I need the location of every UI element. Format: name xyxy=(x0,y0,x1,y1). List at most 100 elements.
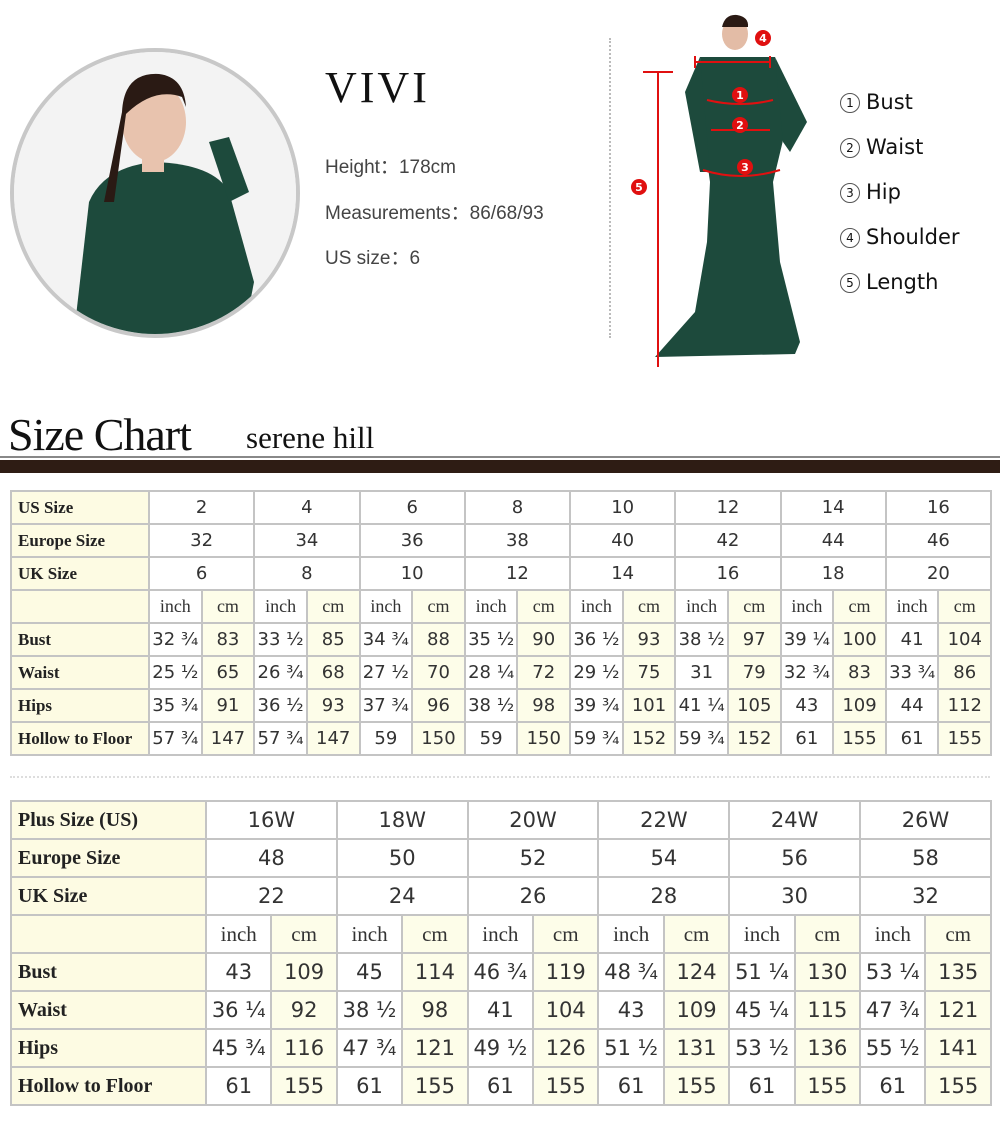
inch-cell: 31 xyxy=(674,655,729,690)
us-size-label: US size： xyxy=(325,248,410,269)
size-cell: 36 xyxy=(358,523,466,558)
cm-cell: 141 xyxy=(924,1028,992,1068)
unit-inch: inch xyxy=(358,589,414,624)
legend-number: 3 xyxy=(840,183,860,203)
size-cell: 6 xyxy=(147,556,256,591)
cm-cell: 90 xyxy=(516,622,572,657)
size-cell: 22 xyxy=(205,876,338,916)
inch-cell: 33 ¾ xyxy=(884,655,940,690)
cm-cell: 93 xyxy=(305,688,361,723)
unit-row: inch cm inch cm inch cm inch cm inch cm inch cm xyxy=(10,914,992,954)
inch-cell: 61 xyxy=(859,1066,927,1106)
legend-label: Length xyxy=(866,270,939,294)
inch-cell: 61 xyxy=(728,1066,796,1106)
cm-cell: 109 xyxy=(270,952,338,992)
svg-text:2: 2 xyxy=(736,119,744,132)
inch-cell: 47 ¾ xyxy=(335,1028,404,1068)
inch-cell: 55 ½ xyxy=(859,1028,927,1068)
cm-cell: 126 xyxy=(532,1028,600,1068)
inch-cell: 32 ¾ xyxy=(779,655,835,690)
inch-cell: 61 xyxy=(779,721,835,756)
cm-cell: 92 xyxy=(270,990,338,1030)
unit-cm: cm xyxy=(621,589,677,624)
size-cell: 24 xyxy=(335,876,469,916)
cm-cell: 130 xyxy=(793,952,862,992)
size-cell: 10 xyxy=(358,556,466,591)
cm-cell: 79 xyxy=(726,655,782,690)
unit-cm: cm xyxy=(401,914,469,954)
inch-cell: 33 ½ xyxy=(253,622,308,657)
inch-cell: 35 ½ xyxy=(463,622,519,657)
inch-cell: 46 ¾ xyxy=(466,952,535,992)
inch-cell: 35 ¾ xyxy=(148,688,203,723)
size-cell: 34 xyxy=(253,523,361,558)
unit-inch: inch xyxy=(204,914,273,954)
size-cell: 54 xyxy=(597,838,731,878)
cm-cell: 136 xyxy=(793,1028,862,1068)
inch-cell: 41 xyxy=(466,990,535,1030)
plus-size-table: Plus Size (US) 16W 18W 20W 22W 24W 26W Europe S… xyxy=(10,800,992,1106)
cm-cell: 131 xyxy=(662,1028,731,1068)
cm-cell: 75 xyxy=(621,655,677,690)
legend-item-bust: 1 Bust xyxy=(840,90,913,114)
height-value: 178cm xyxy=(398,157,456,178)
measure-row: Bust 32 ¾ 83 33 ½ 85 34 ¾ 88 35 ½ 90 36 ½ 93 38 ½ 97… xyxy=(10,622,993,657)
size-cell: 24W xyxy=(728,800,862,840)
cm-cell: 155 xyxy=(662,1066,731,1106)
inch-cell: 61 xyxy=(884,721,940,756)
size-cell: 8 xyxy=(253,556,361,591)
cm-cell: 88 xyxy=(411,622,466,657)
size-cell: 46 xyxy=(884,523,993,558)
model-portrait-photo xyxy=(10,48,300,338)
row-label: Waist xyxy=(10,990,207,1030)
cm-cell: 155 xyxy=(832,721,887,756)
size-cell: 10 xyxy=(569,490,677,525)
cm-cell: 121 xyxy=(924,990,992,1030)
size-cell: 26 xyxy=(466,876,600,916)
inch-cell: 59 ¾ xyxy=(569,721,624,756)
inch-cell: 43 xyxy=(597,990,665,1030)
inch-cell: 41 xyxy=(884,622,940,657)
size-cell: 14 xyxy=(779,490,887,525)
size-chart-title: Size Chart xyxy=(8,409,192,460)
unit-cm: cm xyxy=(411,589,466,624)
measure-row: Hips 45 ¾ 116 47 ¾ 121 49 ½ 126 51 ½ 131 53 ½ 136 5… xyxy=(10,1028,992,1068)
row-label: Waist xyxy=(10,655,150,690)
inch-cell: 51 ¼ xyxy=(728,952,796,992)
size-cell: 30 xyxy=(728,876,862,916)
cm-cell: 98 xyxy=(516,688,572,723)
size-row: US Size 2 4 6 8 10 12 14 16 xyxy=(10,490,993,525)
height-label: Height： xyxy=(325,157,399,178)
row-label: UK Size xyxy=(10,876,207,916)
cm-cell: 155 xyxy=(532,1066,600,1106)
cm-cell: 86 xyxy=(937,655,993,690)
row-label: Bust xyxy=(10,622,150,657)
unit-cm: cm xyxy=(200,589,256,624)
legend-item-shoulder: 4 Shoulder xyxy=(840,225,960,249)
svg-text:3: 3 xyxy=(741,161,749,174)
size-cell: 20W xyxy=(466,800,600,840)
unit-inch: inch xyxy=(884,589,940,624)
size-row: Europe Size 48 50 52 54 56 58 xyxy=(10,838,992,878)
size-cell: 32 xyxy=(147,523,256,558)
cm-cell: 68 xyxy=(305,655,361,690)
size-cell: 16 xyxy=(674,556,782,591)
cm-cell: 96 xyxy=(411,688,466,723)
unit-cm: cm xyxy=(937,589,993,624)
inch-cell: 26 ¾ xyxy=(253,655,308,690)
unit-cm: cm xyxy=(516,589,572,624)
cm-cell: 104 xyxy=(532,990,600,1030)
cm-cell: 147 xyxy=(200,721,256,756)
unit-inch: inch xyxy=(674,589,729,624)
row-label: Hollow to Floor xyxy=(10,721,150,756)
inch-cell: 28 ¼ xyxy=(463,655,519,690)
svg-text:5: 5 xyxy=(635,181,643,194)
inch-cell: 27 ½ xyxy=(358,655,414,690)
legend-label: Bust xyxy=(866,90,913,114)
cm-cell: 83 xyxy=(832,655,887,690)
inch-cell: 43 xyxy=(204,952,273,992)
cm-cell: 155 xyxy=(401,1066,469,1106)
model-name: VIVI xyxy=(325,63,430,112)
unit-inch: inch xyxy=(253,589,308,624)
inch-cell: 32 ¾ xyxy=(148,622,203,657)
